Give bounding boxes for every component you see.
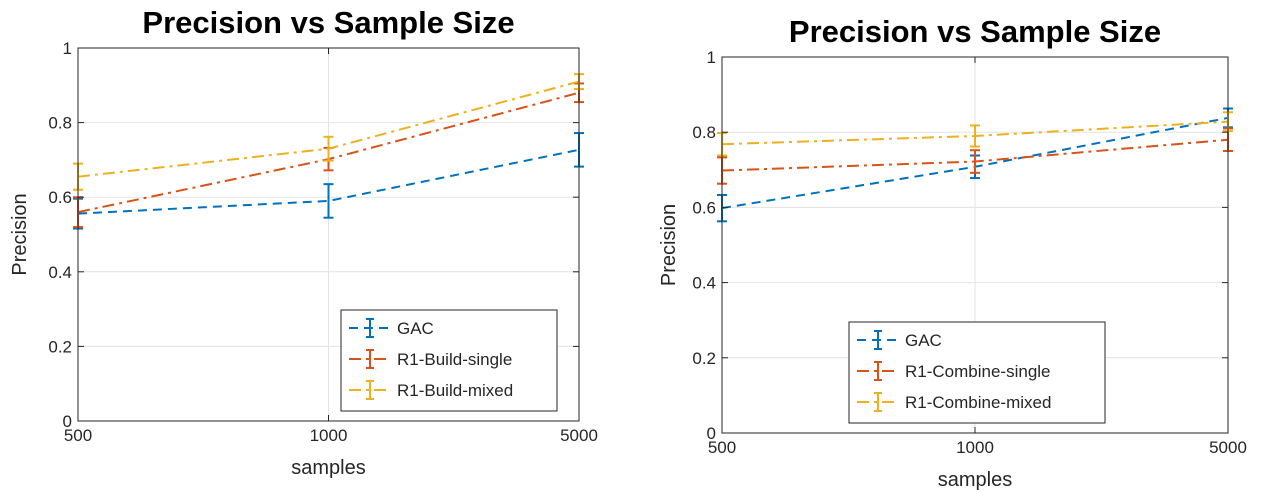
legend-label: R1-Combine-mixed bbox=[905, 393, 1051, 412]
x-tick-label: 5000 bbox=[560, 426, 598, 445]
legend-label: GAC bbox=[397, 319, 434, 338]
x-tick-label: 1000 bbox=[956, 438, 994, 457]
legend: GAC R1-Combine-single R1-Combine-mixed bbox=[848, 321, 1106, 424]
x-axis-label: samples bbox=[291, 457, 365, 479]
legend-label: GAC bbox=[905, 331, 942, 350]
y-tick-label: 0.2 bbox=[692, 349, 716, 368]
error-bar bbox=[323, 183, 334, 219]
y-tick-label: 0.6 bbox=[48, 188, 72, 207]
chart-title: Precision vs Sample Size bbox=[142, 5, 514, 40]
y-tick-label: 0.4 bbox=[48, 263, 72, 282]
x-axis-label: samples bbox=[938, 469, 1012, 491]
legend-entry: R1-Build-single bbox=[349, 349, 512, 369]
y-tick-label: 0 bbox=[63, 412, 72, 431]
x-tick-label: 500 bbox=[708, 438, 736, 457]
y-tick-label: 1 bbox=[707, 48, 716, 67]
legend-box bbox=[340, 309, 558, 412]
legend-entry: R1-Combine-single bbox=[857, 361, 1051, 381]
y-tick-label: 0.2 bbox=[48, 337, 72, 356]
error-bar bbox=[323, 135, 334, 162]
y-axis-label: Precision bbox=[9, 193, 31, 275]
y-tick-label: 1 bbox=[63, 39, 72, 58]
legend-label: R1-Build-single bbox=[397, 350, 512, 369]
y-tick-label: 0.6 bbox=[692, 198, 716, 217]
x-tick-label: 500 bbox=[64, 426, 92, 445]
legend-entry: GAC bbox=[857, 330, 942, 350]
x-tick-label: 1000 bbox=[310, 426, 348, 445]
x-tick-label: 5000 bbox=[1209, 438, 1247, 457]
error-bar bbox=[970, 124, 980, 148]
y-tick-label: 0.8 bbox=[48, 114, 72, 133]
chart-1: 0 0.2 0.4 0.6 0.8 1 500 1000 5000 Precision vs Sa… bbox=[9, 5, 598, 479]
y-tick-label: 0.8 bbox=[692, 123, 716, 142]
legend: GAC R1-Build-single R1-Build-mixed bbox=[340, 309, 558, 412]
y-tick-label: 0 bbox=[707, 424, 716, 443]
legend-label: R1-Combine-single bbox=[905, 362, 1051, 381]
series-line bbox=[77, 148, 580, 215]
legend-entry: R1-Build-mixed bbox=[349, 380, 513, 400]
legend-label: R1-Build-mixed bbox=[397, 381, 513, 400]
chart-2: 0 0.2 0.4 0.6 0.8 1 500 1000 5000 Precision vs Sa… bbox=[658, 14, 1247, 491]
error-bar bbox=[970, 149, 980, 174]
legend-entry: R1-Combine-mixed bbox=[857, 392, 1051, 412]
y-axis-label: Precision bbox=[658, 204, 680, 286]
chart-title: Precision vs Sample Size bbox=[789, 14, 1161, 49]
legend-box bbox=[848, 321, 1106, 424]
y-tick-label: 0.4 bbox=[692, 274, 716, 293]
legend-entry: GAC bbox=[349, 318, 434, 338]
